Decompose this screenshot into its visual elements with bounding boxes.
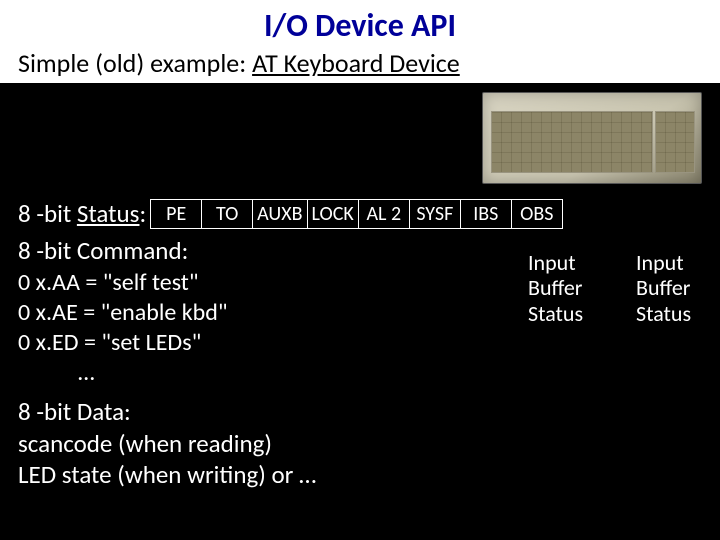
annot-line: Buffer (636, 275, 691, 300)
status-bits: PE TO AUXB LOCK AL 2 SYSF IBS OBS (150, 199, 563, 229)
annot-line: Status (636, 301, 691, 326)
annot-line: Status (528, 301, 583, 326)
status-label-prefix: 8 -bit (18, 198, 77, 229)
annotation-obs: Input Buffer Status (636, 250, 691, 326)
cmd-ellipsis: … (18, 358, 702, 388)
keyboard-photo (482, 92, 702, 184)
slide-subtitle: Simple (old) example: AT Keyboard Device (0, 45, 720, 84)
cmd-item: 0 x.AE = "enable kbd" (18, 298, 702, 328)
data-line2: LED state (when writing) or … (18, 459, 702, 490)
data-block: 8 -bit Data: scancode (when reading) LED… (18, 396, 702, 490)
content-area: 8 -bit Status: PE TO AUXB LOCK AL 2 SYSF… (0, 198, 720, 490)
annot-line: Buffer (528, 275, 583, 300)
status-label-underlined: Status (77, 198, 140, 229)
annot-line: Input (528, 250, 583, 275)
cmd-item: 0 x.ED = "set LEDs" (18, 328, 702, 358)
bit-lock: LOCK (307, 199, 359, 229)
status-label: 8 -bit Status: (18, 198, 146, 229)
command-label: 8 -bit Command: (18, 235, 702, 266)
bit-auxb: AUXB (252, 199, 307, 229)
annot-line: Input (636, 250, 691, 275)
subtitle-underlined: AT Keyboard Device (252, 47, 460, 79)
status-label-suffix: : (139, 198, 146, 229)
bit-ibs: IBS (460, 199, 512, 229)
cmd-item: 0 x.AA = "self test" (18, 268, 702, 298)
command-list: 0 x.AA = "self test" 0 x.AE = "enable kb… (18, 268, 702, 388)
data-line1: scancode (when reading) (18, 428, 702, 459)
bit-pe: PE (150, 199, 202, 229)
bit-to: TO (201, 199, 253, 229)
bit-sysf: SYSF (409, 199, 461, 229)
status-row: 8 -bit Status: PE TO AUXB LOCK AL 2 SYSF… (18, 198, 702, 229)
subtitle-prefix: Simple (old) example: (18, 47, 252, 79)
bit-al2: AL 2 (358, 199, 410, 229)
slide-title: I/O Device API (0, 0, 720, 45)
bit-obs: OBS (511, 199, 563, 229)
annotation-ibs: Input Buffer Status (528, 250, 583, 326)
data-label: 8 -bit Data: (18, 396, 702, 427)
